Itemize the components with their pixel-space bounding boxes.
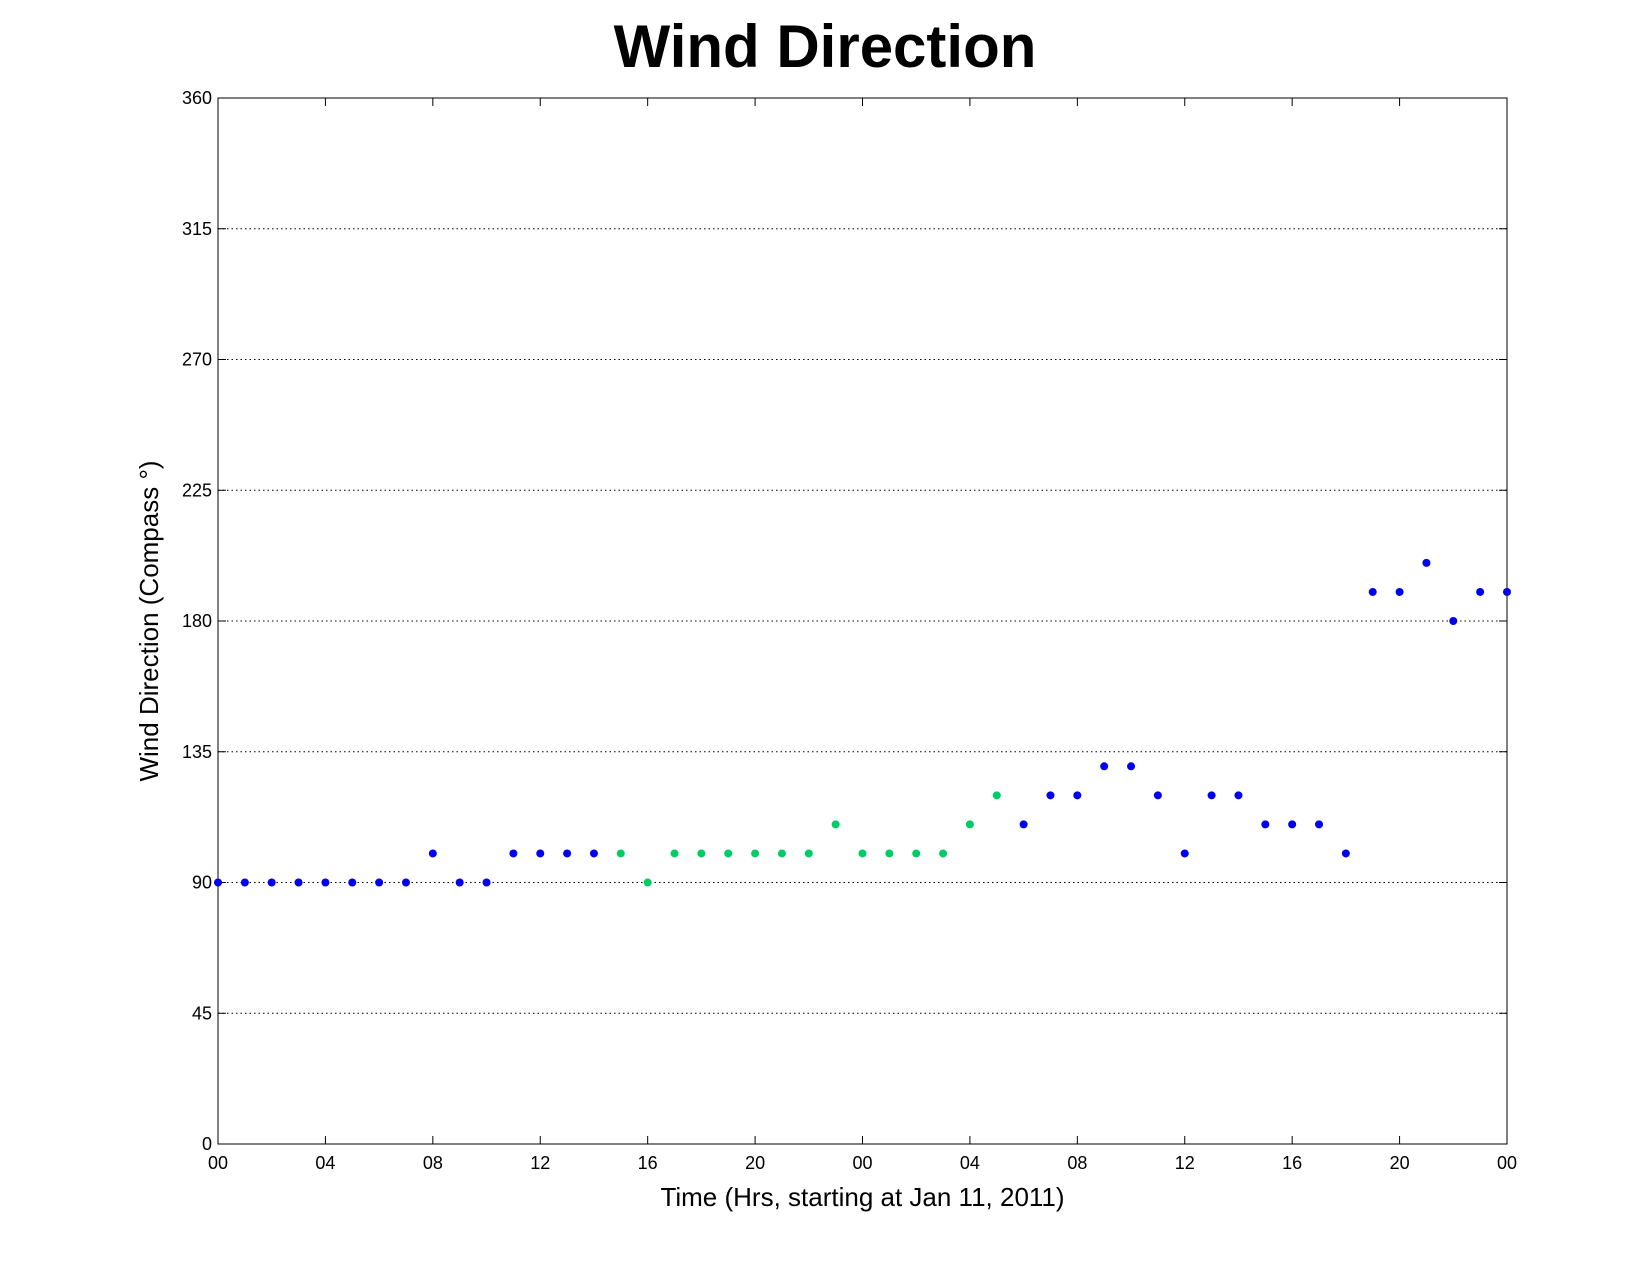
data-point bbox=[724, 849, 733, 858]
x-tick-label: 04 bbox=[960, 1153, 980, 1173]
x-tick-label: 20 bbox=[1390, 1153, 1410, 1173]
y-tick-label: 315 bbox=[182, 219, 212, 239]
data-point bbox=[1422, 558, 1431, 567]
y-tick-label: 0 bbox=[202, 1134, 212, 1154]
data-point bbox=[1019, 820, 1028, 829]
data-point bbox=[670, 849, 679, 858]
data-point bbox=[1288, 820, 1297, 829]
grid-layer bbox=[218, 228, 1507, 1014]
data-point bbox=[428, 849, 437, 858]
data-point bbox=[804, 849, 813, 858]
data-point bbox=[1153, 791, 1162, 800]
data-point bbox=[455, 878, 464, 887]
data-point bbox=[777, 849, 786, 858]
data-point bbox=[858, 849, 867, 858]
chart-title: Wind Direction bbox=[613, 13, 1037, 80]
data-point bbox=[321, 878, 330, 887]
data-point bbox=[965, 820, 974, 829]
data-point bbox=[267, 878, 276, 887]
data-point bbox=[348, 878, 357, 887]
data-point bbox=[1207, 791, 1216, 800]
data-point bbox=[992, 791, 1001, 800]
x-tick-label: 20 bbox=[745, 1153, 765, 1173]
x-tick-label: 04 bbox=[315, 1153, 335, 1173]
ticks-layer: 0 45 90 135 180 225 270 315 360 00 04 08 12 16 20 00 04 0… bbox=[182, 88, 1517, 1173]
data-point bbox=[939, 849, 948, 858]
data-point bbox=[214, 878, 222, 887]
x-tick-label: 00 bbox=[208, 1153, 228, 1173]
data-point bbox=[1234, 791, 1243, 800]
points-layer bbox=[214, 558, 1511, 887]
data-point bbox=[1127, 762, 1136, 771]
data-point bbox=[1341, 849, 1350, 858]
x-tick-label: 08 bbox=[423, 1153, 443, 1173]
data-point bbox=[1100, 762, 1109, 771]
y-tick-label: 135 bbox=[182, 742, 212, 762]
y-tick-label: 360 bbox=[182, 88, 212, 108]
y-axis-label: Wind Direction (Compass °) bbox=[134, 460, 164, 781]
data-point bbox=[401, 878, 410, 887]
data-point bbox=[751, 849, 760, 858]
x-tick-label: 12 bbox=[530, 1153, 550, 1173]
data-point bbox=[482, 878, 491, 887]
data-point bbox=[1368, 587, 1377, 596]
data-point bbox=[1449, 617, 1458, 625]
data-point bbox=[589, 849, 598, 858]
x-axis-label: Time (Hrs, starting at Jan 11, 2011) bbox=[660, 1182, 1064, 1212]
x-tick-label: 16 bbox=[1282, 1153, 1302, 1173]
data-point bbox=[1261, 820, 1270, 829]
data-point bbox=[1503, 587, 1511, 596]
y-tick-label: 90 bbox=[192, 873, 212, 893]
data-point bbox=[912, 849, 921, 858]
data-point bbox=[1476, 587, 1485, 596]
data-point bbox=[1073, 791, 1082, 800]
data-point bbox=[831, 820, 840, 829]
data-point bbox=[1315, 820, 1324, 829]
y-tick-label: 45 bbox=[192, 1003, 212, 1023]
x-tick-label: 12 bbox=[1175, 1153, 1195, 1173]
x-tick-label: 08 bbox=[1067, 1153, 1087, 1173]
data-point bbox=[240, 878, 249, 887]
data-point bbox=[1046, 791, 1055, 800]
x-tick-label: 00 bbox=[1497, 1153, 1517, 1173]
y-tick-label: 270 bbox=[182, 350, 212, 370]
data-point bbox=[885, 849, 894, 858]
data-point bbox=[294, 878, 303, 887]
data-point bbox=[536, 849, 545, 858]
data-point bbox=[616, 849, 625, 858]
data-point bbox=[509, 849, 518, 858]
x-tick-label: 16 bbox=[638, 1153, 658, 1173]
y-tick-label: 225 bbox=[182, 480, 212, 500]
data-point bbox=[697, 849, 706, 858]
x-tick-label: 00 bbox=[852, 1153, 872, 1173]
data-point bbox=[375, 878, 384, 887]
data-point bbox=[563, 849, 572, 858]
y-tick-label: 180 bbox=[182, 611, 212, 631]
data-point bbox=[643, 878, 652, 887]
data-point bbox=[1395, 587, 1404, 596]
data-point bbox=[1180, 849, 1189, 858]
